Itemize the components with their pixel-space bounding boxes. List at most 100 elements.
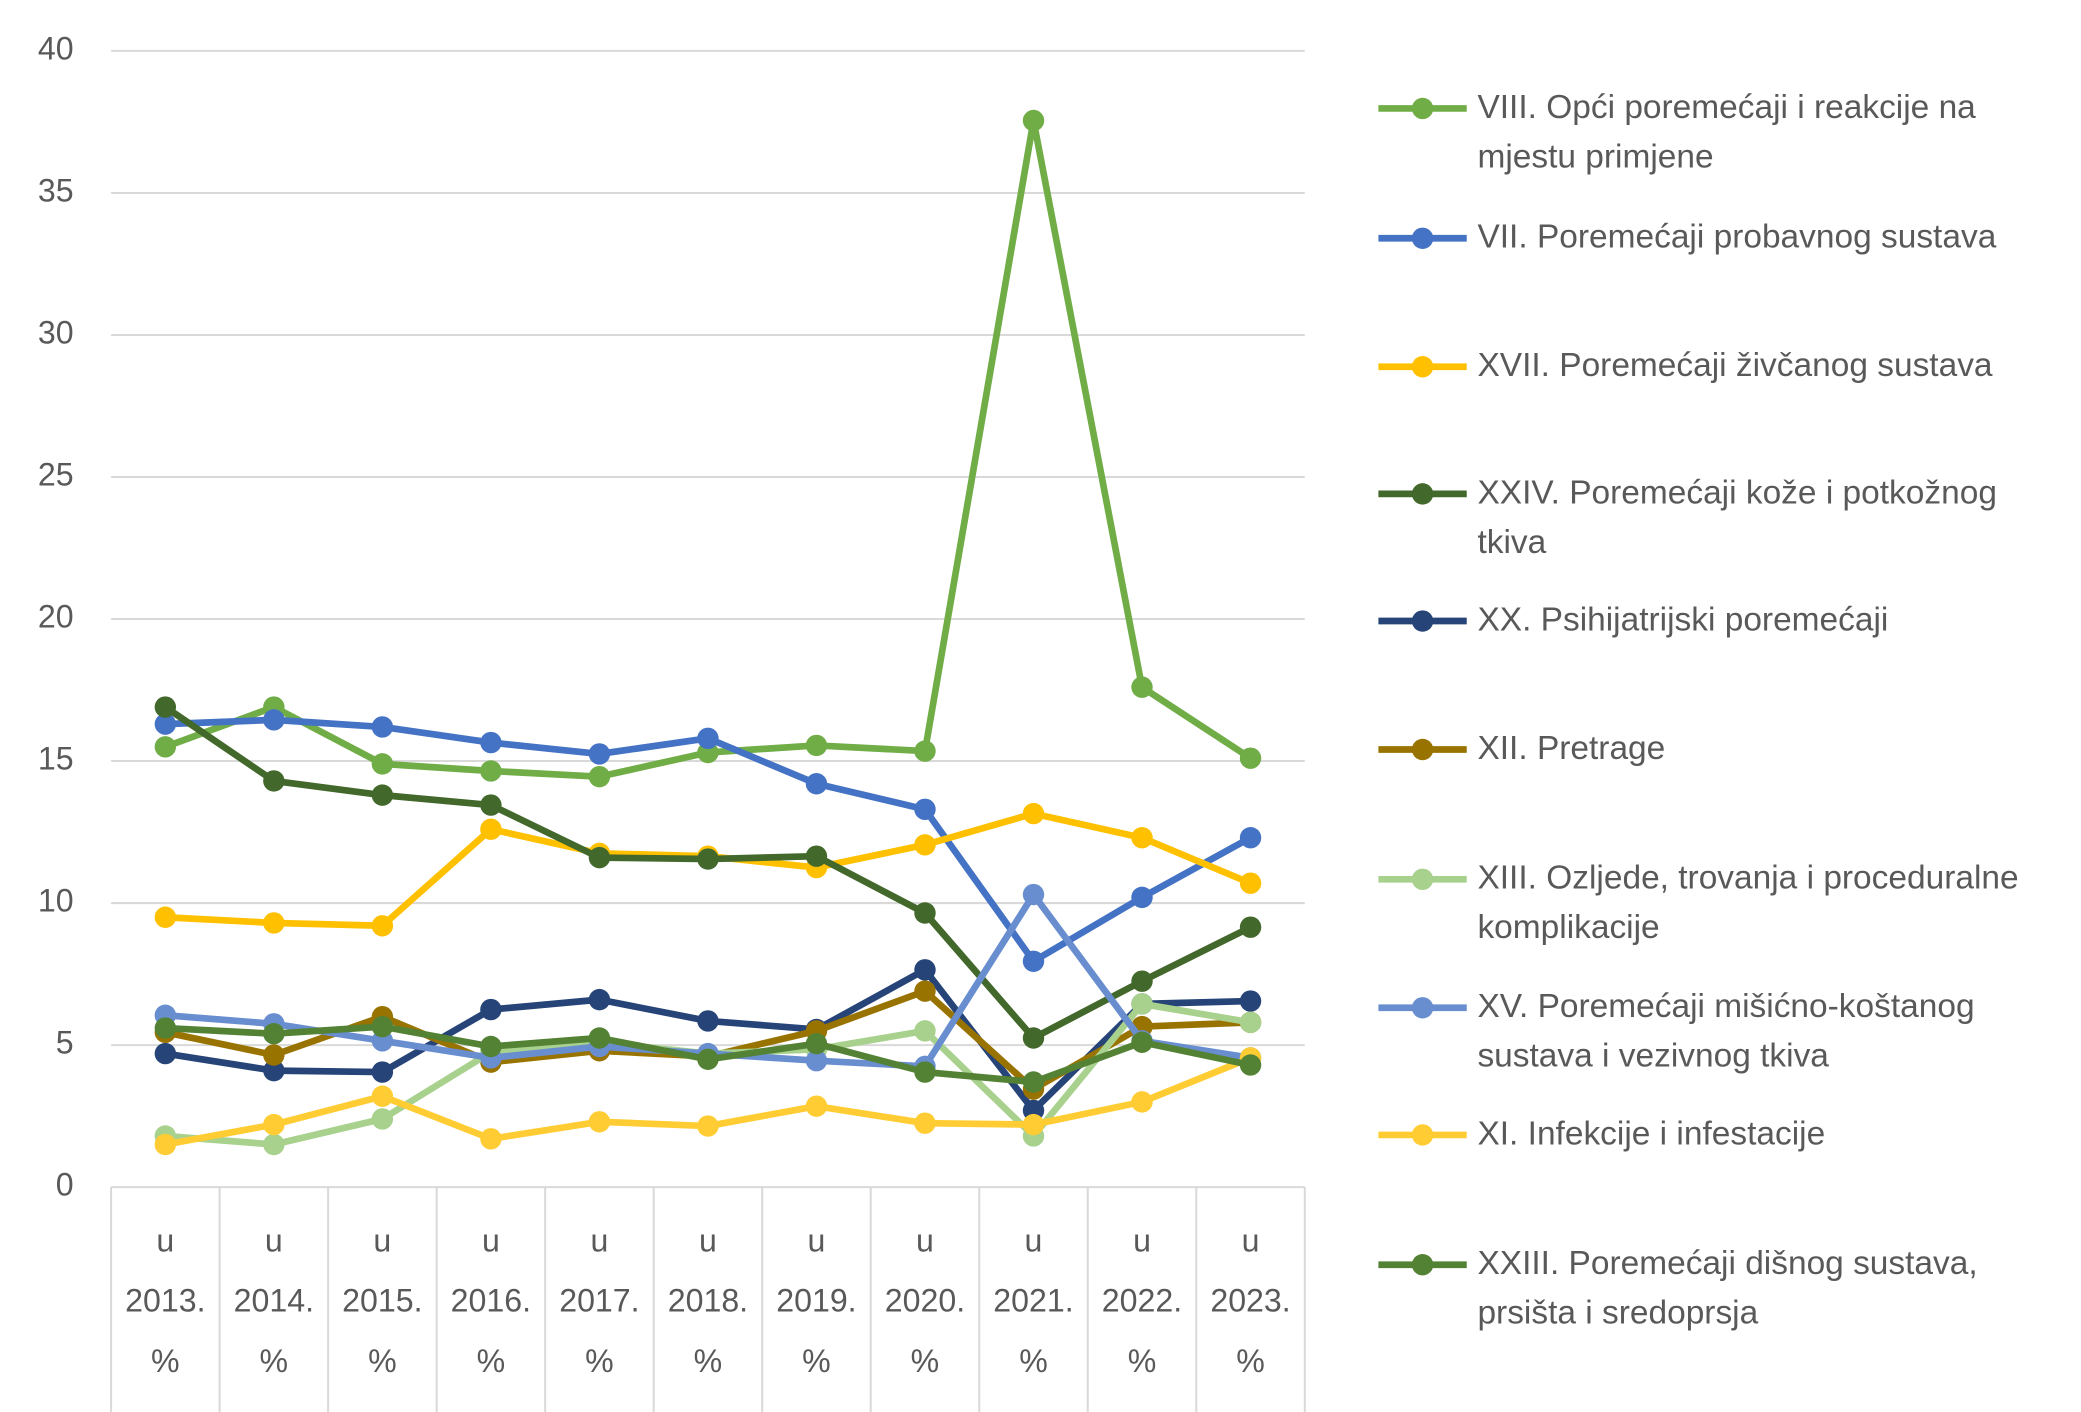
legend-label-box: XIII. Ozljede, trovanja i proceduralne k… [1477,859,2019,947]
point [805,773,828,795]
point [1239,827,1262,849]
legend-label: XVII. Poremećaji živčanog sustava [1477,346,1993,385]
legend-label: XV. Poremećaji mišićno-koštanog sustava … [1477,987,1975,1075]
point [263,709,285,731]
point [371,1015,394,1038]
point [697,848,719,870]
legend-label-box: XX. Psihijatrijski poremećaji [1477,600,1889,639]
point [1131,886,1153,909]
point [588,1027,611,1049]
point [371,1108,394,1130]
point [914,959,936,981]
y-tick-label: 35 [38,172,74,208]
legend-label: VII. Poremećaji probavnog sustava [1477,218,1997,256]
point [480,760,502,782]
point [371,1085,394,1107]
legend-label: XXIV. Poremećaji kože i potkožnog tkiva [1477,473,1997,561]
point [588,743,611,765]
point [154,1042,177,1065]
point [697,1048,719,1070]
point [480,794,502,816]
legend-label-box: XXIV. Poremećaji kože i potkožnog tkiva [1477,473,1997,561]
point [805,1032,828,1055]
point [480,818,502,840]
x-tick-label-box: u 2013. % [125,1223,205,1380]
legend-label-box: VII. Poremećaji probavnog sustava [1477,218,1997,256]
point [588,1111,611,1133]
legend-marker [1411,1254,1434,1276]
point [1239,747,1262,769]
point [697,1115,719,1137]
series-line [164,966,1251,1114]
point [588,988,611,1011]
legend-label-box: XI. Infekcije i infestacije [1477,1114,1826,1153]
point [697,1010,719,1032]
point [154,906,177,928]
point [154,1133,177,1156]
point [1131,676,1153,698]
point [480,1035,502,1058]
point [1131,1031,1153,1053]
point [263,1113,285,1136]
point [263,1044,285,1066]
point [1022,1071,1045,1093]
x-tick-label: u 2015. % [342,1223,423,1380]
point [1022,109,1045,132]
legend-marker [1411,738,1434,761]
legend-marker [1411,997,1434,1019]
y-tick-label: 25 [38,456,74,492]
point [697,727,719,750]
point [480,998,502,1021]
point [1131,993,1153,1015]
point [805,734,828,757]
point [1131,827,1153,849]
point [588,765,611,788]
point [371,784,394,806]
x-tick-label: u 2019. % [776,1223,857,1380]
legend-label: XI. Infekcije i infestacije [1477,1114,1826,1153]
point [263,912,285,934]
point [1239,1011,1262,1034]
point [914,834,936,856]
legend-label: XIII. Ozljede, trovanja i proceduralne k… [1477,859,2019,947]
legend-marker [1411,868,1434,891]
point [371,753,394,775]
point [1131,1091,1153,1113]
y-tick-label: 15 [38,741,74,777]
x-tick-label: u 2017. % [559,1223,640,1380]
point [914,1061,936,1083]
x-tick-label-box: u 2018. % [667,1223,749,1380]
point [588,846,611,869]
legend-label-box: XII. Pretrage [1477,729,1666,767]
point [1239,1054,1262,1076]
legend-marker [1411,610,1434,632]
y-tick-label: 5 [56,1025,74,1061]
y-tick-label: 10 [38,883,74,919]
point [914,902,936,924]
point [1239,872,1262,894]
x-tick-label: u 2014. % [233,1223,315,1380]
legend-label: XX. Psihijatrijski poremećaji [1477,600,1889,639]
x-tick-label-box: u 2021. % [993,1223,1074,1380]
point [480,1128,502,1150]
legend-label: XII. Pretrage [1477,729,1666,767]
point [371,716,394,738]
legend-marker [1411,97,1434,120]
point [805,845,828,867]
x-tick-label: u 2018. % [667,1223,749,1380]
point [1022,1113,1045,1136]
point [371,915,394,937]
legend-marker [1411,227,1434,249]
y-tick-label: 30 [38,314,74,350]
point [914,980,936,1002]
point [1022,802,1045,825]
point [1131,970,1153,992]
x-tick-label: u 2020. % [884,1223,966,1380]
x-tick-label-box: u 2017. % [559,1223,640,1380]
point [154,696,177,718]
point [1239,990,1262,1012]
x-tick-label-box: u 2020. % [884,1223,966,1380]
x-tick-label: u 2021. % [993,1223,1074,1380]
series-line [164,117,1253,781]
point [805,1095,828,1117]
